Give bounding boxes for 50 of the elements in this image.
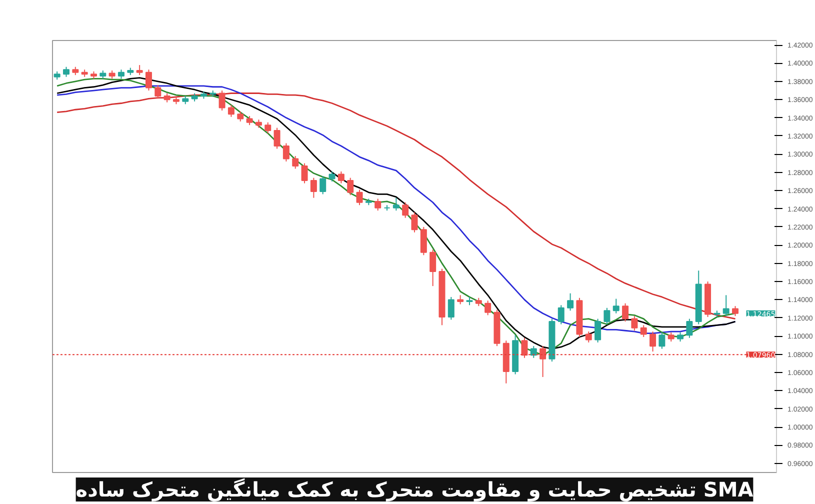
candlestick xyxy=(686,318,693,338)
candlestick xyxy=(650,331,656,352)
candlestick xyxy=(274,127,280,150)
candlestick xyxy=(484,300,492,316)
candlestick xyxy=(237,110,244,122)
candlestick xyxy=(631,316,638,332)
candlestick xyxy=(164,92,170,103)
candlestick xyxy=(218,90,226,112)
text: تشخیص حمایت و مقاومت متحرک به کمک میانگین متحرک ساده SMA xyxy=(76,478,754,502)
candlestick xyxy=(246,115,253,126)
candlestick xyxy=(356,189,363,206)
candlestick xyxy=(585,331,592,343)
candlestick xyxy=(640,324,647,338)
candlestick xyxy=(145,69,152,92)
candlestick xyxy=(612,298,620,314)
candlestick xyxy=(558,304,564,325)
candlestick xyxy=(540,346,546,378)
candlestick xyxy=(430,249,436,287)
candlestick xyxy=(118,69,124,80)
candlestick xyxy=(338,170,344,184)
candlestick xyxy=(668,332,674,342)
candlestick xyxy=(320,176,326,195)
candlestick xyxy=(722,294,730,317)
candlestick xyxy=(658,332,666,350)
candlestick xyxy=(264,122,272,134)
candlestick xyxy=(228,104,234,118)
candlestick xyxy=(448,296,454,320)
candlestick xyxy=(301,162,308,184)
candlestick xyxy=(154,84,162,100)
candlestick xyxy=(292,156,299,170)
candlestick xyxy=(374,198,382,212)
candlestick xyxy=(594,318,602,343)
candlestick xyxy=(402,202,409,218)
candlestick xyxy=(310,177,317,198)
candlestick xyxy=(567,292,574,312)
candlestick xyxy=(136,64,143,76)
candlestick xyxy=(521,337,528,358)
candlestick xyxy=(677,332,684,342)
candlestick xyxy=(347,177,354,196)
candlestick xyxy=(282,142,290,162)
candlestick xyxy=(530,346,537,358)
candlestick xyxy=(604,307,610,325)
candlestick xyxy=(457,294,464,305)
candlestick xyxy=(62,66,70,78)
candlestick xyxy=(622,302,629,322)
candlestick xyxy=(328,170,336,182)
candlestick xyxy=(420,226,427,256)
candlestick xyxy=(392,197,400,212)
candlestick xyxy=(411,212,418,233)
candlestick xyxy=(732,306,739,317)
